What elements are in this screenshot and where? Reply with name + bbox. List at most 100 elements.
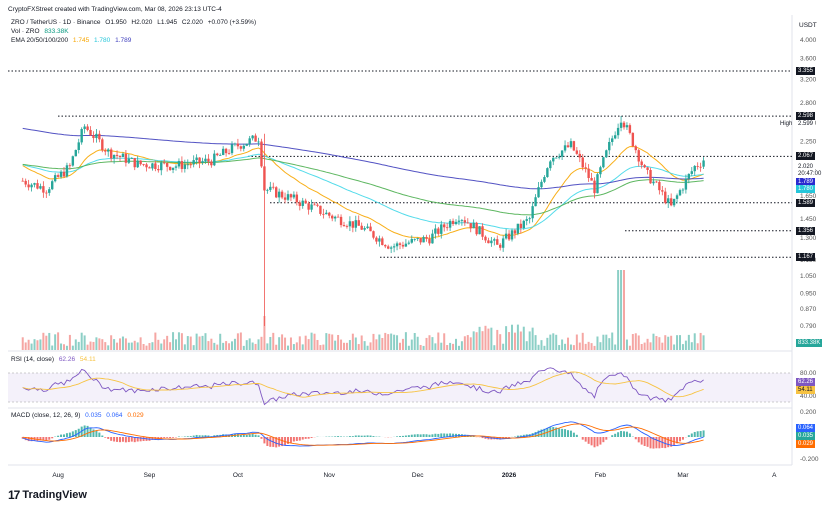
macd-value-tag: 0.029 <box>796 440 816 448</box>
macd-histogram-bar <box>552 427 555 437</box>
candle-body <box>493 239 496 241</box>
candle-body <box>277 191 281 198</box>
symbol-legend[interactable]: ZRO / TetherUS · 1D · Binance O1.950 H2.… <box>11 19 259 27</box>
rsi-axis-tick: 80.00 <box>800 370 817 377</box>
rsi-legend[interactable]: RSI (14, close) 62.26 54.11 <box>11 356 99 364</box>
macd-histogram-bar <box>183 436 186 437</box>
volume-bar <box>404 332 407 350</box>
volume-bar <box>119 338 121 350</box>
macd-histogram-bar <box>372 436 375 437</box>
volume-bar <box>145 345 148 350</box>
candle-body <box>437 228 440 234</box>
candle-body <box>481 226 484 237</box>
candle-body <box>702 160 705 167</box>
volume-bar <box>148 343 151 350</box>
volume-bar <box>278 337 281 350</box>
macd-histogram-bar <box>422 434 425 437</box>
volume-bar <box>248 338 251 350</box>
macd-histogram-bar <box>195 434 198 437</box>
candle-body <box>560 150 564 157</box>
volume-bar <box>195 333 198 350</box>
macd-histogram-bar <box>86 425 89 437</box>
macd-histogram-bar <box>463 434 466 437</box>
time-axis-tick: 2026 <box>502 472 517 479</box>
volume-bar <box>110 335 113 350</box>
macd-histogram-bar <box>584 437 587 442</box>
macd-histogram-bar <box>567 430 569 437</box>
macd-histogram-bar <box>617 432 620 437</box>
symbol-name: ZRO / TetherUS · 1D · Binance <box>11 19 101 26</box>
macd-histogram-bar <box>431 434 434 437</box>
price-axis-tick: 1.450 <box>800 216 817 223</box>
volume-bar <box>260 336 263 350</box>
macd-histogram-bar <box>351 436 354 437</box>
candle-body <box>133 158 136 168</box>
volume-legend[interactable]: Vol · ZRO 833.38K <box>11 28 72 36</box>
volume-bar <box>384 332 387 350</box>
volume-bar <box>643 342 646 350</box>
macd-histogram-bar <box>611 435 614 437</box>
macd-histogram-bar <box>295 437 298 441</box>
candle-body <box>65 165 69 177</box>
macd-histogram-bar <box>160 437 163 439</box>
macd-histogram-bar <box>646 437 649 447</box>
candle-body <box>251 135 254 139</box>
macd-histogram-bar <box>269 437 272 447</box>
macd-histogram-bar <box>248 434 251 437</box>
volume-bar <box>310 332 313 350</box>
macd-histogram-bar <box>301 437 304 440</box>
volume-bar <box>561 339 564 350</box>
rsi-ma-value: 54.11 <box>79 356 96 363</box>
volume-bar <box>525 341 528 350</box>
macd-histogram-bar <box>696 431 699 437</box>
tradingview-logo: 17 TradingView <box>8 488 87 502</box>
ema-value-2: 1.780 <box>94 37 111 44</box>
macd-histogram-bar <box>443 433 446 437</box>
volume-bar <box>428 335 431 350</box>
volume-bar <box>319 345 322 350</box>
price-axis-tick: 0.870 <box>800 306 817 313</box>
open-value: O1.950 <box>105 19 127 26</box>
volume-bar <box>124 338 127 350</box>
candle-body <box>157 168 160 171</box>
volume-bar <box>540 340 543 350</box>
macd-histogram-bar <box>673 437 676 446</box>
macd-histogram-bar <box>204 435 207 437</box>
candle-body <box>345 226 349 227</box>
macd-histogram-bar <box>60 434 63 437</box>
volume-bar <box>440 342 443 350</box>
candle-body <box>460 220 464 222</box>
candle-body <box>398 243 402 245</box>
volume-bar <box>186 336 189 350</box>
candle-body <box>201 161 204 163</box>
candle-body <box>198 157 201 163</box>
macd-legend[interactable]: MACD (close, 12, 26, 9) 0.035 0.064 0.02… <box>11 412 147 420</box>
macd-histogram-bar <box>605 437 608 440</box>
ema-legend[interactable]: EMA 20/50/100/200 1.745 1.780 1.789 <box>11 37 134 45</box>
candle-body <box>283 197 287 200</box>
low-value: L1.945 <box>157 19 178 26</box>
candle-body <box>549 161 552 169</box>
volume-bar <box>578 342 581 350</box>
volume-bar <box>231 341 233 350</box>
macd-histogram-bar <box>366 435 369 437</box>
candle-body <box>328 212 331 216</box>
macd-histogram-bar <box>676 437 679 444</box>
volume-bar <box>251 342 254 350</box>
macd-histogram-bar <box>440 433 443 437</box>
volume-bar <box>263 316 266 350</box>
volume-bar <box>596 336 599 350</box>
volume-bar <box>469 337 472 350</box>
volume-bar <box>599 342 602 350</box>
macd-histogram-bar <box>104 437 107 438</box>
volume-bar <box>696 343 699 350</box>
macd-histogram-bar <box>27 437 30 442</box>
candle-body <box>366 226 369 229</box>
volume-bar <box>24 342 27 350</box>
candle-body <box>646 167 649 170</box>
volume-bar <box>104 342 107 350</box>
ema-50-line <box>22 153 704 230</box>
macd-histogram-bar <box>658 437 661 449</box>
volume-bar <box>80 332 83 350</box>
